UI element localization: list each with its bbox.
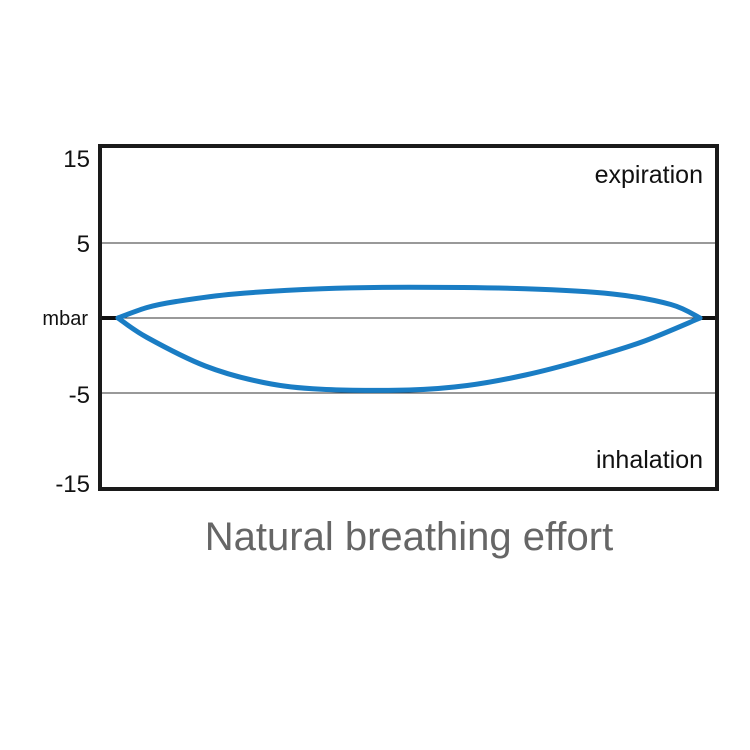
plot-frame — [98, 144, 719, 491]
y-tick-minus-15: -15 — [55, 471, 90, 498]
chart-title: Natural breathing effort — [205, 515, 613, 559]
y-tick-minus-5: -5 — [69, 382, 90, 409]
y-axis-label: mbar — [42, 308, 88, 330]
expiration-label: expiration — [595, 161, 703, 189]
y-tick-5: 5 — [77, 231, 90, 258]
inhalation-label: inhalation — [596, 446, 703, 474]
inhalation-curve — [115, 315, 703, 393]
y-tick-15: 15 — [63, 146, 90, 173]
expiration-curve — [115, 284, 703, 321]
